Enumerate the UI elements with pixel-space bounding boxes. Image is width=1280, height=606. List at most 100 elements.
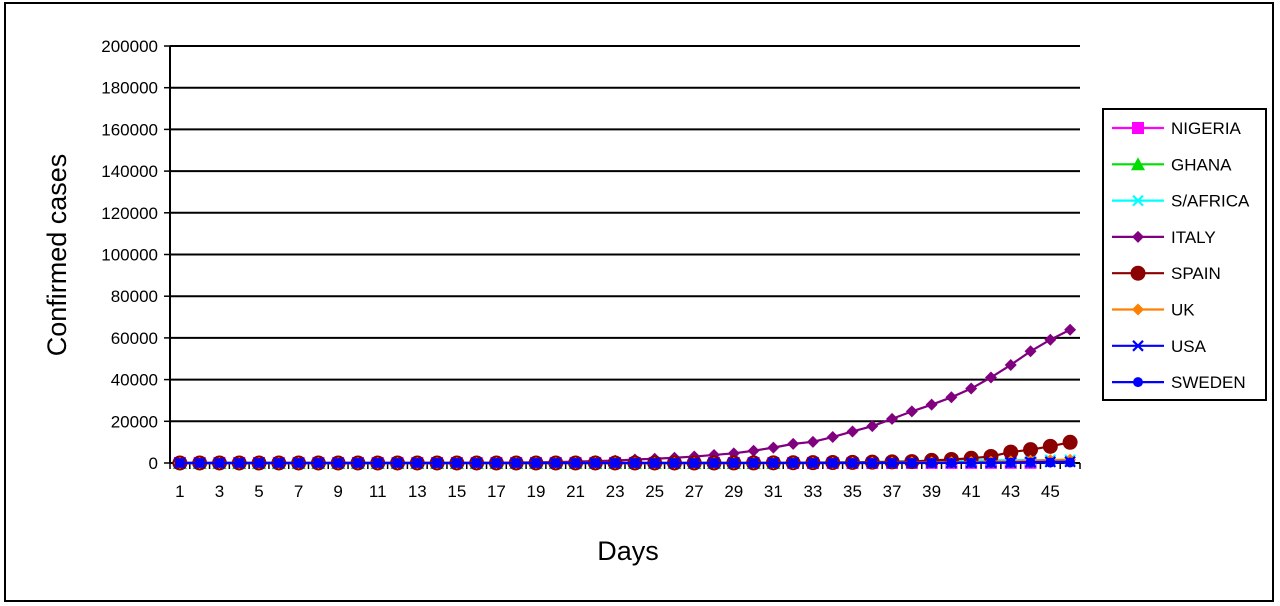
data-point <box>926 457 937 468</box>
data-point <box>511 458 522 468</box>
data-point <box>530 458 541 468</box>
data-point <box>945 391 958 404</box>
series-italy <box>173 323 1077 469</box>
legend-item: ITALY <box>1112 228 1216 247</box>
data-point <box>194 458 205 468</box>
y-tick-label: 140000 <box>101 162 158 181</box>
x-tick-label: 7 <box>294 482 303 501</box>
x-tick-label: 37 <box>883 482 902 501</box>
legend-label: SPAIN <box>1171 264 1221 283</box>
legend-marker <box>1132 303 1144 316</box>
data-point <box>689 458 700 468</box>
x-axis-title: Days <box>597 536 659 566</box>
y-tick-label: 160000 <box>101 120 158 139</box>
data-point <box>451 458 462 468</box>
data-point <box>965 382 978 395</box>
series-line <box>179 328 1071 465</box>
data-point <box>610 458 621 468</box>
data-point <box>966 457 977 468</box>
grid-lines <box>170 45 1080 423</box>
axes <box>164 45 1081 469</box>
legend-marker <box>1132 340 1144 352</box>
data-point <box>1065 457 1076 468</box>
data-point <box>392 458 403 468</box>
data-point <box>471 458 482 468</box>
x-tick-label: 43 <box>1001 482 1020 501</box>
x-tick-label: 41 <box>962 482 981 501</box>
data-point <box>846 425 859 438</box>
data-point <box>905 405 918 418</box>
data-point <box>985 457 996 468</box>
data-point <box>254 458 265 468</box>
x-tick-label: 3 <box>215 482 224 501</box>
x-tick-label: 21 <box>566 482 585 501</box>
data-point <box>767 441 780 454</box>
data-point <box>886 412 899 425</box>
legend-label: SWEDEN <box>1171 373 1246 392</box>
data-point <box>590 458 601 468</box>
data-point <box>629 458 640 468</box>
data-point <box>709 458 720 468</box>
legend-item: NIGERIA <box>1112 119 1242 138</box>
x-tick-label: 45 <box>1041 482 1060 501</box>
data-point <box>214 458 225 468</box>
data-point <box>827 458 838 468</box>
data-point <box>293 458 304 468</box>
legend-label: ITALY <box>1171 228 1216 247</box>
data-point <box>1042 438 1058 454</box>
x-tick-label: 17 <box>487 482 506 501</box>
series-sweden <box>174 457 1076 468</box>
data-point <box>432 458 443 468</box>
data-point <box>570 458 581 468</box>
x-tick-label: 9 <box>333 482 342 501</box>
data-point <box>728 458 739 468</box>
data-point <box>234 458 245 468</box>
x-tick-label: 25 <box>645 482 664 501</box>
x-tick-label: 23 <box>606 482 625 501</box>
data-point <box>807 458 818 468</box>
y-tick-label: 40000 <box>111 371 158 390</box>
x-tick-label: 5 <box>254 482 263 501</box>
legend-marker <box>1132 122 1144 134</box>
x-tick-label: 27 <box>685 482 704 501</box>
data-point <box>925 398 938 411</box>
legend-marker <box>1132 194 1144 207</box>
y-tick-label: 180000 <box>101 79 158 98</box>
y-tick-label: 120000 <box>101 204 158 223</box>
data-point <box>866 420 879 433</box>
legend-item: SWEDEN <box>1112 373 1246 392</box>
data-point <box>550 458 561 468</box>
data-point <box>1023 442 1039 458</box>
x-tick-label: 15 <box>447 482 466 501</box>
legend: NIGERIA GHANA S/AFRICA ITALY SPAIN UK USA SWEDE… <box>1102 108 1267 401</box>
legend-item: S/AFRICA <box>1112 192 1250 211</box>
y-tick-label: 200000 <box>101 37 158 56</box>
legend-label: S/AFRICA <box>1171 192 1250 211</box>
data-point <box>788 458 799 468</box>
x-tick-label: 33 <box>803 482 822 501</box>
x-tick-label: 39 <box>922 482 941 501</box>
x-tick-label: 19 <box>527 482 546 501</box>
legend-label: USA <box>1171 337 1207 356</box>
data-point <box>984 371 997 384</box>
data-point <box>748 458 759 468</box>
data-point <box>669 458 680 468</box>
data-point <box>491 458 502 468</box>
x-tick-label: 29 <box>724 482 743 501</box>
data-point <box>372 458 383 468</box>
data-point <box>1064 323 1077 336</box>
data-point <box>273 458 284 468</box>
y-tick-label: 80000 <box>111 287 158 306</box>
series-line <box>179 461 1071 465</box>
y-axis-title: Confirmed cases <box>42 154 72 357</box>
data-point <box>1045 457 1056 468</box>
series-lines <box>172 323 1078 471</box>
y-tick-label: 0 <box>149 454 158 473</box>
tick-labels: 0 20000 40000 60000 80000 100000 120000 140000 1… <box>101 37 1060 501</box>
y-tick-label: 20000 <box>111 412 158 431</box>
data-point <box>1004 358 1017 371</box>
x-tick-label: 35 <box>843 482 862 501</box>
data-point <box>826 431 839 444</box>
data-point <box>1005 457 1016 468</box>
